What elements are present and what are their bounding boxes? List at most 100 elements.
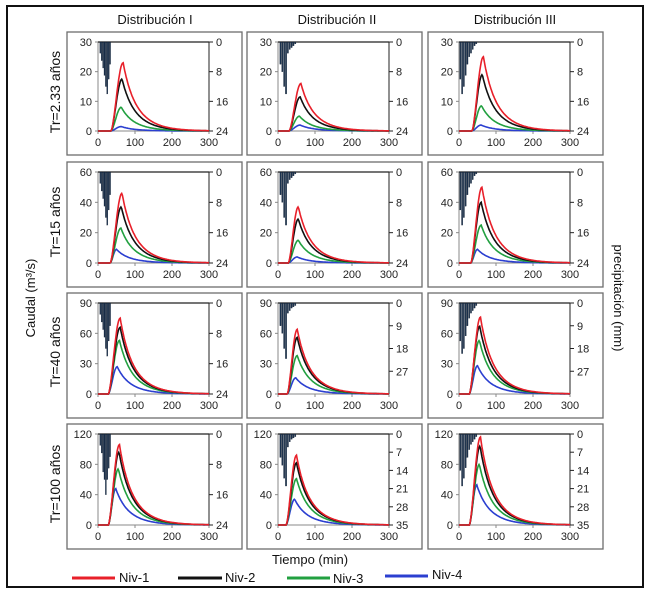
precip-tick-label: 8: [216, 459, 222, 471]
precip-bar: [464, 302, 467, 337]
y-tick-label: 40: [441, 197, 453, 209]
y-tick-label: 0: [86, 389, 92, 401]
x-tick-label: 300: [200, 531, 218, 543]
precip-bar: [459, 433, 462, 471]
precip-bar: [108, 171, 110, 211]
precip-bar: [466, 302, 469, 326]
y-tick-label: 90: [441, 298, 453, 310]
x-tick-label: 300: [561, 400, 579, 412]
precip-bar: [292, 433, 295, 439]
precip-tick-label: 8: [216, 197, 222, 209]
precip-bar: [285, 433, 287, 487]
precip-tick-label: 16: [216, 228, 228, 240]
precip-bar: [287, 171, 289, 184]
x-tick-label: 100: [487, 137, 505, 149]
precip-bar: [464, 41, 467, 76]
precip-bar: [468, 41, 470, 57]
hydrograph-line-niv-1: [278, 327, 389, 395]
panel-border: [427, 423, 604, 550]
panel-r4-c2: 0 40 80 120 0 100 200 300 0 7 14 21 28 35: [246, 423, 423, 550]
precip-bar: [461, 302, 463, 354]
precip-bar: [279, 171, 282, 195]
precip-bar: [461, 171, 463, 226]
x-tick-label: 200: [343, 269, 361, 281]
y-tick-label: 0: [266, 520, 272, 532]
precip-bar: [285, 41, 287, 95]
x-tick-label: 200: [524, 269, 542, 281]
precip-bar: [279, 302, 282, 326]
y-tick-label: 90: [80, 298, 92, 310]
y-tick-label: 0: [447, 126, 453, 138]
precip-bar: [281, 302, 284, 334]
x-tick-label: 0: [95, 400, 101, 412]
y-tick-label: 60: [80, 167, 92, 179]
precip-bar: [470, 433, 472, 445]
panel-border: [246, 423, 423, 550]
precip-bar: [109, 433, 111, 457]
precip-bar: [466, 171, 469, 195]
precip-bar: [463, 171, 465, 218]
precip-tick-label: 0: [577, 429, 583, 441]
precip-bar: [101, 41, 103, 61]
precip-bar: [102, 41, 104, 69]
precip-bar: [105, 41, 107, 87]
x-tick-label: 200: [163, 531, 181, 543]
precip-bar: [466, 433, 469, 458]
x-tick-label: 0: [275, 531, 281, 543]
precip-bar: [99, 41, 101, 54]
precip-bar: [283, 302, 285, 349]
row-label-3: Tr=40 años: [47, 317, 63, 388]
x-tick-label: 200: [163, 269, 181, 281]
x-tick-label: 100: [126, 137, 144, 149]
precip-tick-label: 14: [396, 465, 408, 477]
precip-bar: [279, 433, 282, 458]
y-tick-label: 80: [260, 459, 272, 471]
y-tick-label: 60: [441, 167, 453, 179]
hydrograph-line-niv-1: [98, 191, 209, 264]
hydrograph-line-niv-1: [459, 435, 570, 526]
precip-bar: [287, 41, 289, 54]
precip-tick-label: 8: [396, 197, 402, 209]
precip-bar: [461, 433, 463, 487]
y-tick-label: 40: [260, 490, 272, 502]
precip-bar: [102, 171, 104, 199]
y-tick-label: 0: [86, 258, 92, 270]
precip-tick-label: 21: [396, 484, 408, 496]
y-axis-label-right: precipitación (mm): [611, 245, 626, 352]
x-tick-label: 100: [487, 400, 505, 412]
precip-bar: [106, 433, 108, 480]
precip-bar: [472, 171, 474, 180]
precip-tick-label: 18: [577, 344, 589, 356]
y-tick-label: 120: [254, 429, 272, 441]
y-tick-label: 0: [447, 389, 453, 401]
y-tick-label: 0: [86, 520, 92, 532]
precip-bar: [283, 41, 285, 87]
panel-r4-c3: 0 40 80 120 0 100 200 300 0 7 14 21 28 35: [427, 423, 604, 550]
y-tick-label: 40: [260, 197, 272, 209]
precip-bar: [106, 302, 108, 357]
precip-tick-label: 24: [216, 258, 228, 270]
precip-bar: [292, 171, 295, 176]
hydrograph-line-niv-1: [459, 185, 570, 264]
precip-bar: [281, 433, 284, 466]
legend-label-niv-3: Niv-3: [333, 571, 363, 586]
precip-tick-label: 24: [577, 258, 589, 270]
precip-bar: [294, 433, 297, 437]
y-tick-label: 120: [74, 429, 92, 441]
y-tick-label: 60: [80, 328, 92, 340]
precip-tick-label: 35: [396, 520, 408, 532]
y-tick-label: 0: [266, 258, 272, 270]
x-tick-label: 0: [456, 269, 462, 281]
precip-tick-label: 24: [216, 520, 228, 532]
panel-border: [66, 161, 243, 288]
precip-bar: [288, 302, 291, 311]
precip-bar: [106, 41, 108, 95]
y-tick-label: 20: [441, 67, 453, 79]
x-tick-label: 300: [561, 531, 579, 543]
precip-bar: [461, 41, 463, 95]
x-tick-label: 100: [306, 400, 324, 412]
precip-bar: [473, 41, 476, 46]
hydrograph-line-niv-1: [278, 453, 389, 526]
